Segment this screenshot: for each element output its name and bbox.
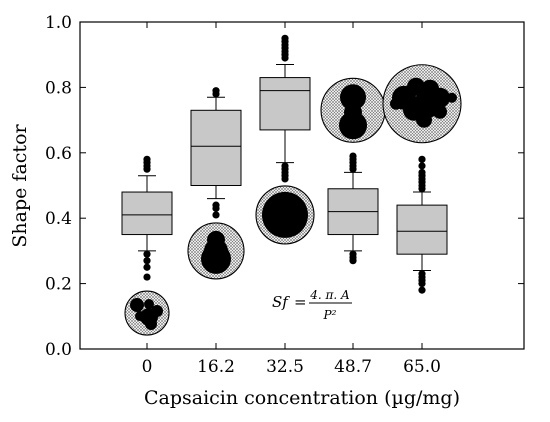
outlier-point [143,263,151,271]
iqr-box [121,191,173,236]
shape-factor-formula: Sf = 4. π. A P² [272,288,352,322]
cell-body [433,104,447,119]
box-0 [121,155,173,281]
outlier-point [143,155,151,163]
outlier-point [349,152,357,160]
cell-body [201,243,231,274]
box-65-0 [396,155,448,294]
box-48-7 [327,152,379,265]
cell-body [339,111,367,140]
outlier-point [143,273,151,281]
cell-image-lobed-cluster [124,290,170,336]
y-tick-label: 0.6 [45,144,72,164]
x-tick-label: 32.5 [266,357,304,377]
x-axis: 0 16.2 32.5 48.7 65.0 [142,22,441,377]
x-tick-label: 0 [142,357,153,377]
formula-numerator: 4. π. A [309,288,350,302]
plot-area-frame [79,21,525,350]
x-tick-label: 65.0 [403,357,441,377]
cell-image-round [255,185,315,245]
cell-body [135,311,145,322]
outlier-point [143,257,151,265]
outlier-point [212,87,220,95]
iqr-box [259,77,311,131]
outlier-point [212,204,220,212]
outlier-point [281,34,289,42]
outlier-point [418,286,426,294]
outlier-point [212,211,220,219]
outlier-point [143,250,151,258]
cell-body [340,84,366,111]
cell-body [145,318,157,331]
cell-body [390,97,402,110]
iqr-box [190,109,242,186]
x-axis-title: Capsaicin concentration (µg/mg) [144,387,460,409]
x-tick-label: 16.2 [197,357,235,377]
outlier-point [281,175,289,183]
formula-denominator: P² [323,308,337,322]
cell-body [407,77,425,96]
y-tick-label: 0.2 [45,275,72,295]
y-tick-label: 0.8 [45,78,72,98]
outlier-point [349,257,357,265]
formula-lhs: Sf [272,293,290,311]
outlier-point [418,280,426,288]
y-tick-label: 0.4 [45,209,72,229]
cell-image-peanut [320,77,386,143]
box-16-2 [190,87,242,219]
y-axis: 0.0 0.2 0.4 0.6 0.8 1.0 [45,13,524,360]
cell-body [447,92,457,103]
box-32-5 [259,34,311,183]
box-series [121,34,448,294]
y-tick-label: 0.0 [45,340,72,360]
y-axis-title: Shape factor [9,123,31,247]
outlier-point [418,155,426,163]
x-tick-label: 48.7 [334,357,372,377]
cell-images [124,64,462,336]
cell-body [416,111,432,128]
formula-equals: = [294,293,307,311]
cell-body [130,298,144,313]
outlier-point [418,162,426,170]
y-tick-label: 1.0 [45,13,72,33]
cell-body [144,299,154,310]
cell-image-pear [187,222,245,280]
iqr-box [396,204,448,255]
outlier-point [418,168,426,177]
cell-image-lobed-large [382,64,462,144]
cell-body [262,191,308,238]
